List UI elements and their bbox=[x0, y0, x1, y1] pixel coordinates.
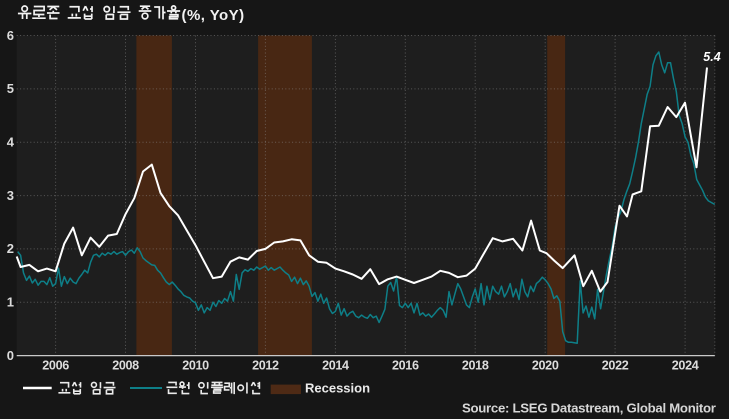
svg-text:2022: 2022 bbox=[602, 358, 629, 372]
svg-text:4: 4 bbox=[7, 135, 15, 150]
svg-text:5: 5 bbox=[7, 81, 14, 96]
svg-text:0: 0 bbox=[7, 348, 14, 363]
svg-text:6: 6 bbox=[7, 28, 14, 43]
svg-text:Recession: Recession bbox=[305, 381, 370, 396]
svg-text:2016: 2016 bbox=[392, 358, 419, 372]
svg-text:2: 2 bbox=[7, 241, 14, 256]
svg-text:5.4: 5.4 bbox=[703, 50, 720, 64]
svg-text:2024: 2024 bbox=[672, 358, 699, 372]
svg-text:2020: 2020 bbox=[532, 358, 559, 372]
svg-text:2006: 2006 bbox=[42, 358, 69, 372]
svg-text:1: 1 bbox=[7, 295, 14, 310]
svg-text:2008: 2008 bbox=[112, 358, 139, 372]
svg-text:3: 3 bbox=[7, 188, 14, 203]
svg-text:2014: 2014 bbox=[322, 358, 349, 372]
svg-text:2010: 2010 bbox=[182, 358, 209, 372]
svg-text:2018: 2018 bbox=[462, 358, 489, 372]
svg-text:(%, YoY): (%, YoY) bbox=[182, 7, 245, 24]
svg-text:2012: 2012 bbox=[252, 358, 279, 372]
svg-text:Source: LSEG Datastream, Globa: Source: LSEG Datastream, Global Monitor bbox=[462, 400, 716, 415]
